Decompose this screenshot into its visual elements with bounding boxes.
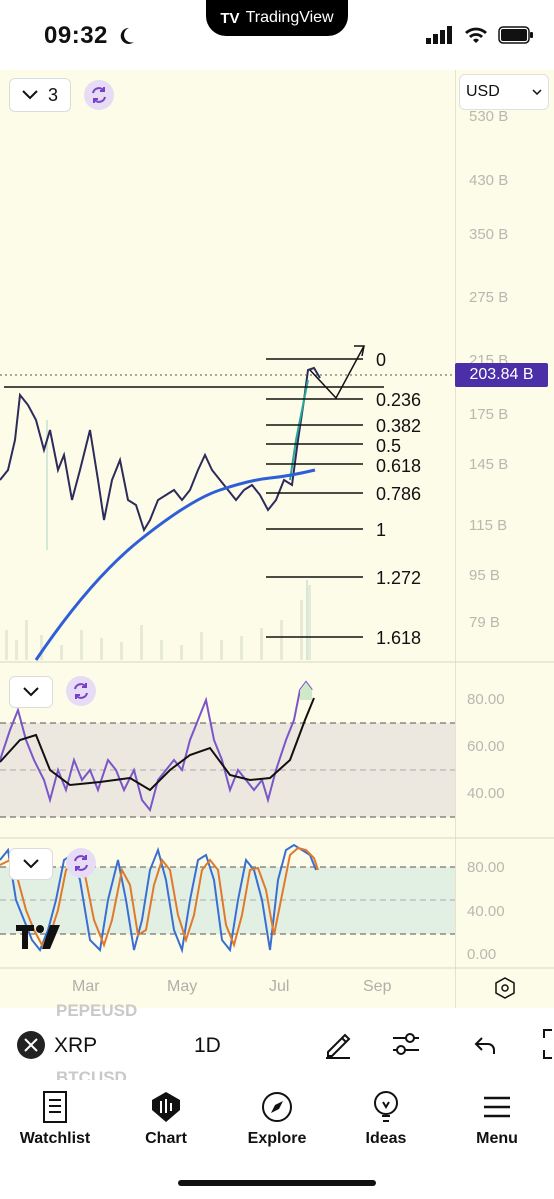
tab-watchlist[interactable]: Watchlist — [5, 1090, 105, 1148]
fib-label: 1.272 — [376, 568, 422, 588]
ideas-icon — [374, 1091, 398, 1122]
chevron-down-icon — [23, 687, 39, 697]
status-icons — [426, 26, 534, 44]
price-axis-label: 115 B — [469, 517, 508, 534]
projection-arrow — [309, 345, 365, 400]
stoch-axis-label: 80.00 — [467, 859, 505, 876]
price-axis-label: 175 B — [469, 406, 509, 423]
rsi-sync-button[interactable] — [66, 676, 96, 706]
time-axis-label: Sep — [363, 978, 392, 995]
sync-button[interactable] — [84, 80, 114, 110]
moon-icon — [120, 27, 134, 44]
xrp-logo-icon[interactable] — [17, 1031, 45, 1059]
price-axis-label: 145 B — [469, 456, 509, 473]
time-axis-label: Mar — [72, 978, 100, 995]
fib-label: 0.618 — [376, 456, 422, 476]
explore-icon — [262, 1092, 292, 1122]
interval-selector[interactable]: 1D — [194, 1034, 221, 1057]
undo-icon[interactable] — [472, 1032, 500, 1060]
drawing-pen-icon[interactable] — [322, 1028, 354, 1060]
time-axis-label: May — [167, 978, 198, 995]
tab-label: Explore — [247, 1130, 307, 1147]
chevron-down-icon — [532, 89, 542, 95]
price-axis-label: 530 B — [469, 108, 509, 125]
wifi-icon — [465, 27, 487, 43]
tab-menu[interactable]: Menu — [447, 1090, 547, 1148]
home-indicator — [178, 1180, 376, 1186]
time-axis-label: Jul — [269, 978, 290, 995]
dynamic-island: TV TradingView — [206, 0, 348, 36]
price-axis-label: 350 B — [469, 226, 509, 243]
sync-icon — [74, 855, 88, 871]
tab-bar — [0, 1080, 554, 1199]
currency-value: USD — [466, 83, 500, 100]
chart-settings-icon[interactable] — [494, 977, 516, 999]
symbol-toolbar — [0, 1008, 554, 1080]
island-text: TradingView — [245, 9, 334, 26]
fib-label: 0.382 — [376, 416, 422, 436]
tradingview-watermark-icon — [16, 925, 60, 949]
status-bar: 09:32 TV TradingView — [0, 0, 554, 70]
price-axis[interactable] — [455, 70, 554, 1008]
stoch-k-line — [0, 843, 317, 954]
price-axis-label: 430 B — [469, 172, 509, 189]
stoch-axis-label: 40.00 — [467, 903, 505, 920]
sync-icon — [92, 87, 106, 103]
price-axis-label: 79 B — [469, 614, 500, 631]
chevron-down-icon — [22, 90, 38, 100]
tradingview-logo-icon: TV — [220, 9, 240, 27]
rsi-signal — [0, 697, 315, 792]
current-price-tag: 203.84 B — [455, 363, 548, 387]
indicator-count: 3 — [47, 84, 58, 105]
rsi-collapse-button[interactable] — [9, 676, 53, 708]
watchlist-icon — [43, 1091, 67, 1123]
rsi-axis-label: 80.00 — [467, 691, 505, 708]
stoch-d-line — [0, 846, 319, 949]
price-axis-label: 95 B — [469, 567, 500, 584]
fib-label: 0 — [376, 350, 387, 370]
menu-icon — [484, 1096, 510, 1118]
moving-average-line — [34, 468, 316, 661]
fib-label: 0.5 — [376, 436, 402, 456]
indicators-collapse-button[interactable]: 3 — [9, 78, 71, 112]
fib-label: 0.786 — [376, 484, 422, 504]
volume-bars — [5, 585, 311, 660]
stoch-collapse-button[interactable] — [9, 848, 53, 880]
signal-icon — [426, 26, 452, 44]
tab-label: Chart — [145, 1130, 187, 1147]
currency-select[interactable]: USD — [459, 74, 549, 110]
fullscreen-icon[interactable] — [538, 1028, 554, 1060]
fib-label: 1 — [376, 520, 387, 540]
rsi-axis-label: 60.00 — [467, 738, 505, 755]
fib-retracement — [266, 358, 363, 638]
price-series — [0, 366, 321, 533]
tab-ideas[interactable]: Ideas — [336, 1090, 436, 1148]
rsi-line — [0, 680, 313, 813]
tab-label: Menu — [476, 1130, 518, 1147]
rsi-axis-label: 40.00 — [467, 785, 505, 802]
fib-label: 0.236 — [376, 390, 422, 410]
indicators-sliders-icon[interactable] — [390, 1028, 422, 1060]
tab-explore[interactable]: Explore — [227, 1090, 327, 1148]
fib-label: 1.618 — [376, 628, 422, 648]
chart-icon — [152, 1092, 180, 1122]
status-time: 09:32 — [44, 22, 108, 49]
symbol-ghost-above: PEPEUSD — [56, 1001, 138, 1020]
symbol-name[interactable]: XRP — [54, 1034, 98, 1057]
price-axis-label: 275 B — [469, 289, 509, 306]
tab-chart[interactable]: Chart — [116, 1090, 216, 1148]
stoch-axis-label: 0.00 — [467, 946, 497, 963]
stoch-sync-button[interactable] — [66, 848, 96, 878]
tab-label: Ideas — [365, 1130, 407, 1147]
chevron-down-icon — [23, 859, 39, 869]
tab-label: Watchlist — [19, 1130, 91, 1147]
battery-icon — [498, 26, 533, 44]
chart-canvas[interactable] — [0, 70, 554, 1008]
sync-icon — [74, 683, 88, 699]
